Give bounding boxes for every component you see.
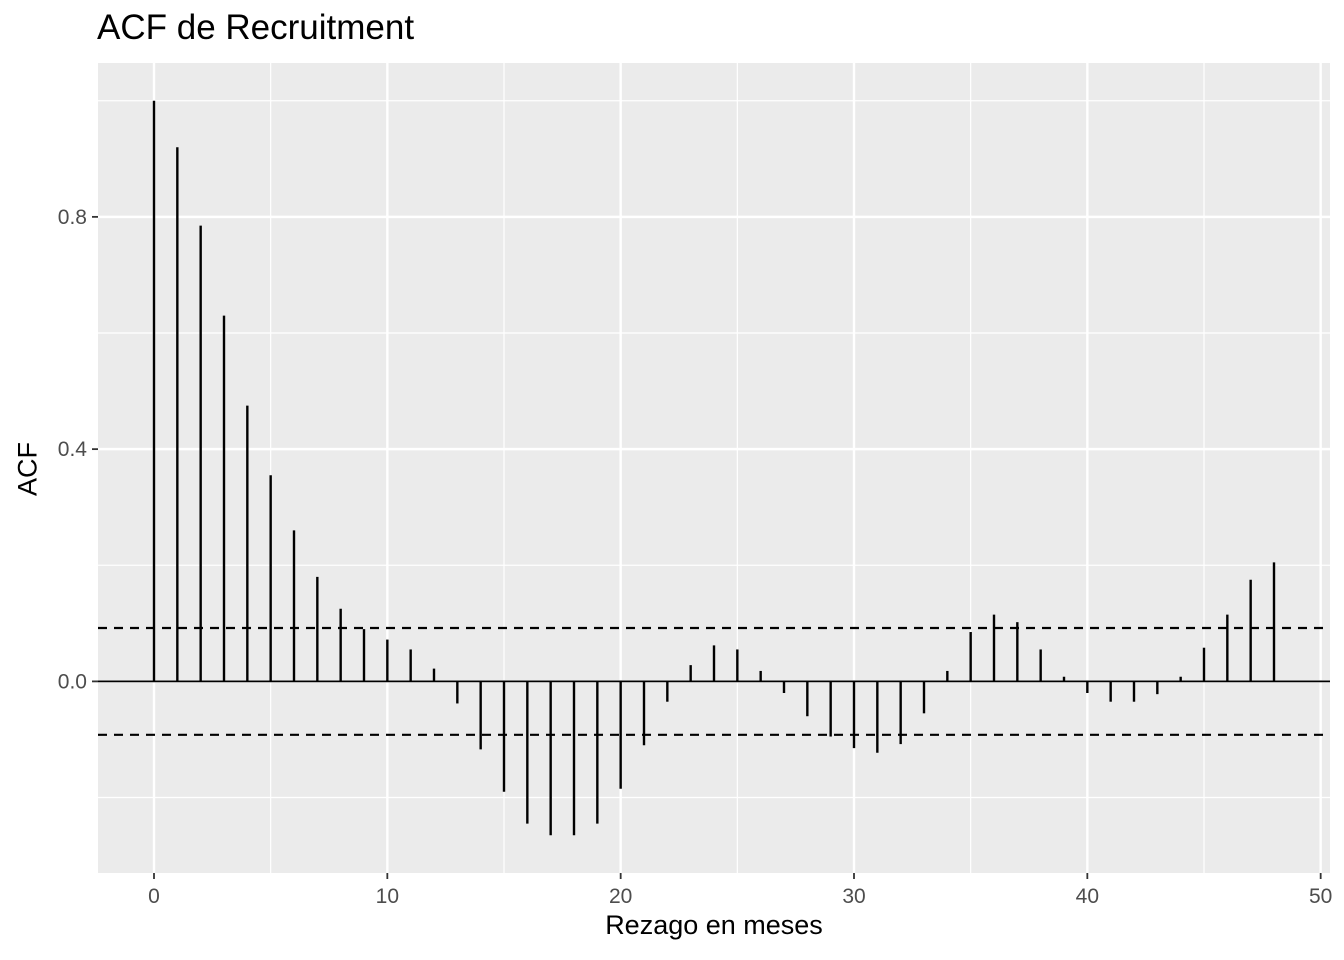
y-axis-label: ACF (12, 442, 43, 496)
x-tick-label: 30 (842, 885, 865, 908)
y-tick-label: 0.0 (58, 670, 87, 693)
x-tick-label: 50 (1309, 885, 1332, 908)
acf-bars (152, 100, 1276, 836)
axes: 0 10 20 30 40 50 0.0 0.4 0.8 (58, 206, 1333, 908)
plot-panel (98, 63, 1330, 873)
x-tick-label: 0 (148, 885, 160, 908)
x-axis-label: Rezago en meses (605, 910, 823, 940)
confidence-bands (98, 626, 1330, 736)
x-tick-label: 20 (609, 885, 632, 908)
chart-title: ACF de Recruitment (97, 8, 415, 47)
x-tick-label: 10 (376, 885, 399, 908)
y-tick-label: 0.8 (58, 206, 87, 229)
y-tick-label: 0.4 (58, 438, 88, 461)
x-tick-label: 40 (1076, 885, 1099, 908)
